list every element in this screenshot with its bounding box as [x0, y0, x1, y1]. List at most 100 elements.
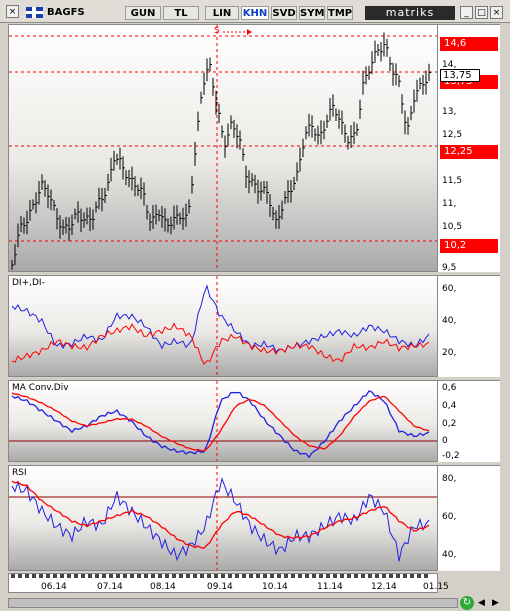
rsi-panel[interactable]: RSI — [8, 465, 438, 571]
macd-tick: 0,6 — [442, 383, 457, 393]
date-marker — [60, 574, 64, 578]
date-marker — [102, 574, 106, 578]
date-marker — [319, 574, 323, 578]
flag-icon — [26, 7, 43, 18]
dmi-axis: 60, 40, 20, — [438, 275, 500, 377]
dmi-panel[interactable]: DI+,DI- — [8, 275, 438, 377]
date-marker — [53, 574, 57, 578]
date-marker — [242, 574, 246, 578]
price-tick: 13, — [442, 107, 457, 117]
signal-arrow-head — [247, 29, 252, 35]
date-marker — [172, 574, 176, 578]
rsi-axis: 80, 60, 40, — [438, 465, 500, 571]
brand-logo: matriks — [365, 6, 455, 20]
date-marker — [340, 574, 344, 578]
macd-tick: -0,2 — [442, 451, 460, 461]
date-marker — [228, 574, 232, 578]
date-marker — [25, 574, 29, 578]
date-marker — [417, 574, 421, 578]
date-marker — [46, 574, 50, 578]
horizontal-scrollbar[interactable] — [8, 598, 458, 608]
maximize-icon[interactable]: □ — [475, 6, 488, 19]
date-marker — [39, 574, 43, 578]
scroll-right-icon[interactable]: ▶ — [492, 598, 499, 608]
price-panel[interactable]: S — [8, 24, 438, 272]
date-marker — [249, 574, 253, 578]
tab-svd[interactable]: SVD — [271, 6, 297, 20]
date-tick: 01.15 — [423, 582, 449, 592]
macd-panel[interactable]: MA Conv.Div — [8, 380, 438, 462]
refresh-icon[interactable]: ↻ — [460, 596, 474, 610]
date-marker — [368, 574, 372, 578]
date-marker — [179, 574, 183, 578]
date-marker — [389, 574, 393, 578]
macd-axis: 0,6 0,4 0,2 0 -0,2 — [438, 380, 500, 462]
signal-line — [11, 392, 430, 452]
rsi-tick: 80, — [442, 474, 457, 484]
date-tick: 12.14 — [371, 582, 397, 592]
dmi-tick: 20, — [442, 348, 457, 358]
price-axis: 14,6 14, 13,75 13,75 13, 12,5 12,25 11,5… — [438, 24, 500, 273]
period-button-tl[interactable]: TL — [163, 6, 199, 20]
scroll-left-icon[interactable]: ◀ — [478, 598, 485, 608]
minimize-icon[interactable]: _ — [460, 6, 473, 19]
tab-sym[interactable]: SYM — [299, 6, 325, 20]
signal-label: S — [214, 26, 220, 36]
scale-button-lin[interactable]: LIN — [205, 6, 239, 20]
date-marker — [424, 574, 428, 578]
price-chart — [9, 25, 437, 271]
date-marker — [109, 574, 113, 578]
date-marker — [137, 574, 141, 578]
macd-chart — [9, 381, 437, 461]
toolbar: × BAGFS GUN TL LIN KHN SVD SYM TMP matri… — [0, 0, 510, 23]
date-marker — [158, 574, 162, 578]
date-tick: 08.14 — [150, 582, 176, 592]
date-marker — [130, 574, 134, 578]
date-marker — [200, 574, 204, 578]
price-tick: 14, — [442, 60, 457, 70]
level-badge-12-25: 12,25 — [440, 145, 498, 159]
di-plus-line — [11, 284, 430, 353]
date-marker — [305, 574, 309, 578]
date-marker — [284, 574, 288, 578]
close-icon[interactable]: × — [6, 5, 19, 18]
close-window-icon[interactable]: × — [490, 6, 503, 19]
date-marker — [382, 574, 386, 578]
date-marker — [116, 574, 120, 578]
date-tick: 10.14 — [262, 582, 288, 592]
date-tick: 11.14 — [317, 582, 343, 592]
date-marker — [151, 574, 155, 578]
date-marker — [277, 574, 281, 578]
date-marker — [74, 574, 78, 578]
rsi-ma-line — [11, 480, 430, 549]
date-marker — [375, 574, 379, 578]
tab-tmp[interactable]: TMP — [327, 6, 353, 20]
date-marker — [235, 574, 239, 578]
macd-tick: 0 — [442, 436, 448, 446]
date-marker — [165, 574, 169, 578]
date-marker — [403, 574, 407, 578]
date-marker — [144, 574, 148, 578]
time-axis[interactable]: 06.14 07.14 08.14 09.14 10.14 11.14 12.1… — [8, 573, 449, 593]
date-marker — [32, 574, 36, 578]
di-minus-line — [11, 322, 430, 365]
date-marker — [95, 574, 99, 578]
tab-khn[interactable]: KHN — [241, 6, 269, 20]
level-badge-14-6: 14,6 — [440, 37, 498, 51]
level-badge-10-2: 10,2 — [440, 239, 498, 253]
date-marker — [291, 574, 295, 578]
status-bar: ↻ ◀ ▶ — [0, 596, 510, 611]
rsi-line — [11, 477, 430, 562]
macd-label: MA Conv.Div — [12, 383, 69, 393]
date-marker — [18, 574, 22, 578]
date-marker — [410, 574, 414, 578]
dmi-label: DI+,DI- — [12, 278, 45, 288]
period-button-gun[interactable]: GUN — [125, 6, 161, 20]
date-tick: 07.14 — [97, 582, 123, 592]
date-marker — [333, 574, 337, 578]
date-marker — [270, 574, 274, 578]
macd-tick: 0,4 — [442, 401, 457, 411]
price-tick: 11,5 — [442, 176, 463, 186]
current-price-label: 13,75 — [440, 69, 480, 82]
date-marker — [186, 574, 190, 578]
